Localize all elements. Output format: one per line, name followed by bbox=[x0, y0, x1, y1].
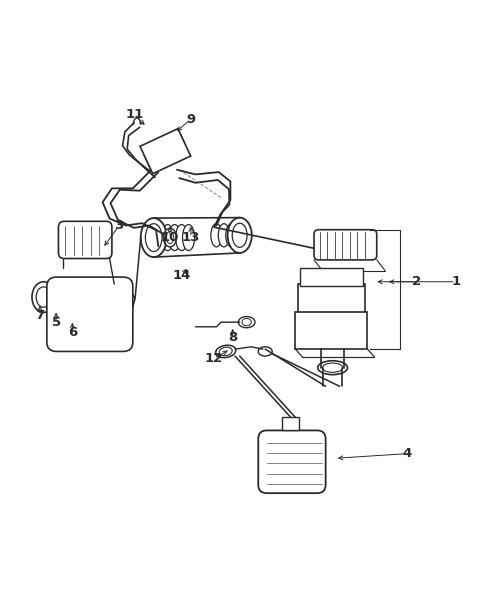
Ellipse shape bbox=[226, 224, 237, 247]
Ellipse shape bbox=[141, 218, 166, 257]
Ellipse shape bbox=[145, 224, 162, 252]
Ellipse shape bbox=[168, 225, 181, 250]
Ellipse shape bbox=[51, 289, 64, 308]
Ellipse shape bbox=[232, 223, 247, 247]
Text: 3: 3 bbox=[114, 219, 123, 232]
Text: 1: 1 bbox=[451, 275, 460, 288]
Ellipse shape bbox=[219, 347, 232, 356]
Bar bbox=[300, 268, 363, 287]
Ellipse shape bbox=[47, 285, 68, 312]
Text: 11: 11 bbox=[125, 108, 143, 121]
Ellipse shape bbox=[166, 232, 174, 244]
Ellipse shape bbox=[155, 225, 166, 250]
Text: 4: 4 bbox=[402, 447, 411, 460]
Bar bbox=[298, 284, 365, 316]
FancyBboxPatch shape bbox=[47, 277, 133, 352]
Ellipse shape bbox=[182, 225, 195, 250]
Text: 12: 12 bbox=[205, 352, 223, 365]
Ellipse shape bbox=[63, 296, 74, 311]
Ellipse shape bbox=[32, 282, 55, 312]
Ellipse shape bbox=[233, 224, 244, 247]
Ellipse shape bbox=[227, 218, 252, 253]
Bar bbox=[283, 417, 299, 430]
Ellipse shape bbox=[211, 224, 222, 247]
Text: 6: 6 bbox=[68, 327, 77, 339]
Ellipse shape bbox=[215, 345, 236, 358]
Ellipse shape bbox=[318, 361, 348, 375]
Ellipse shape bbox=[218, 224, 229, 247]
Ellipse shape bbox=[162, 225, 174, 250]
Ellipse shape bbox=[238, 316, 255, 328]
Ellipse shape bbox=[258, 347, 272, 356]
Ellipse shape bbox=[36, 287, 51, 308]
Text: 2: 2 bbox=[412, 275, 421, 288]
Ellipse shape bbox=[60, 293, 77, 315]
Ellipse shape bbox=[322, 363, 343, 372]
Ellipse shape bbox=[176, 225, 188, 250]
Bar bbox=[295, 312, 367, 349]
Text: 7: 7 bbox=[35, 309, 45, 322]
FancyBboxPatch shape bbox=[59, 221, 112, 259]
Text: 8: 8 bbox=[228, 331, 237, 344]
Text: 5: 5 bbox=[52, 316, 60, 328]
FancyBboxPatch shape bbox=[314, 229, 377, 260]
Text: 14: 14 bbox=[172, 269, 191, 282]
Text: 10: 10 bbox=[161, 231, 179, 244]
Text: 9: 9 bbox=[186, 113, 196, 126]
Polygon shape bbox=[79, 284, 135, 342]
Ellipse shape bbox=[242, 318, 251, 326]
Text: 13: 13 bbox=[182, 231, 200, 244]
FancyBboxPatch shape bbox=[258, 430, 326, 493]
Polygon shape bbox=[140, 129, 191, 173]
Ellipse shape bbox=[164, 228, 177, 247]
